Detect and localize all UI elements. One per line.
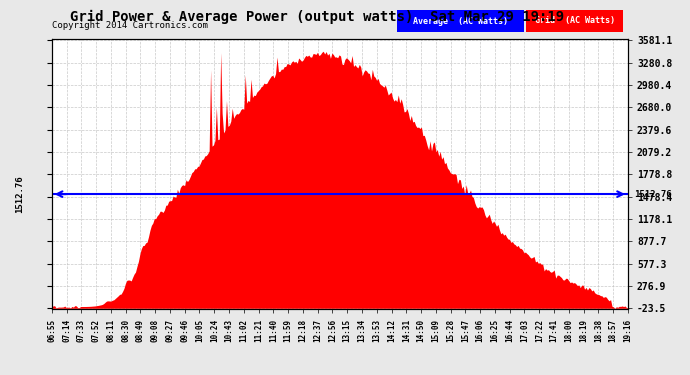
Text: Grid  (AC Watts): Grid (AC Watts) bbox=[535, 16, 615, 26]
Text: Average  (AC Watts): Average (AC Watts) bbox=[413, 16, 508, 26]
Text: 1512.76: 1512.76 bbox=[633, 190, 671, 199]
Text: Copyright 2014 Cartronics.com: Copyright 2014 Cartronics.com bbox=[52, 21, 208, 30]
Text: 1512.76: 1512.76 bbox=[16, 176, 25, 213]
Text: Grid Power & Average Power (output watts)  Sat Mar 29 19:19: Grid Power & Average Power (output watts… bbox=[70, 9, 564, 24]
